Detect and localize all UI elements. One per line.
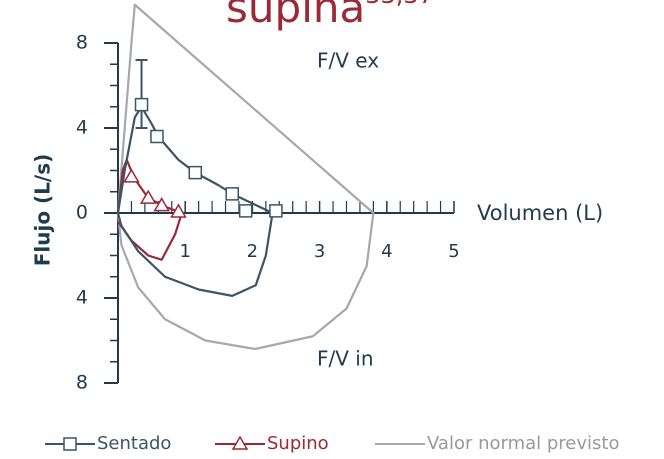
legend-item: Supino xyxy=(215,433,329,454)
marker xyxy=(238,204,253,218)
y-tick-label: 8 xyxy=(76,32,88,54)
marker xyxy=(225,187,239,201)
series-line xyxy=(116,3,375,351)
marker xyxy=(153,197,170,212)
marker xyxy=(188,165,203,180)
x-tick-label: 4 xyxy=(381,241,392,262)
marker xyxy=(123,168,140,183)
marker xyxy=(63,437,77,451)
x-tick-label: 5 xyxy=(448,241,459,262)
legend-label: Supino xyxy=(267,433,329,454)
marker xyxy=(170,203,187,218)
y-tick-label: 4 xyxy=(76,117,88,139)
marker xyxy=(231,435,249,450)
title-text: supina xyxy=(226,0,365,32)
marker xyxy=(134,97,149,112)
y-tick-label: 4 xyxy=(76,287,88,309)
marker xyxy=(269,204,283,218)
legend-label: Valor normal previsto xyxy=(427,433,619,454)
x-tick-label: 2 xyxy=(247,241,258,262)
series-line xyxy=(116,105,274,297)
series-line xyxy=(116,158,183,261)
y-tick-label: 8 xyxy=(76,372,88,394)
title-superscript: 33,37 xyxy=(365,0,434,9)
x-tick-label: 3 xyxy=(314,241,325,262)
y-tick-label: 0 xyxy=(76,202,88,224)
chart-title: supina33,37 xyxy=(226,0,434,32)
x-axis-label: Volumen (L) xyxy=(477,201,603,225)
annotation: F/V ex xyxy=(317,49,379,73)
legend-label: Sentado xyxy=(97,433,171,454)
legend-item: Valor normal previsto xyxy=(375,433,619,454)
x-tick-label: 1 xyxy=(179,241,190,262)
legend-item: Sentado xyxy=(45,433,171,454)
marker xyxy=(139,189,157,204)
annotation: F/V in xyxy=(317,347,374,371)
marker xyxy=(150,129,164,144)
y-axis-label: Flujo (L/s) xyxy=(31,154,55,267)
